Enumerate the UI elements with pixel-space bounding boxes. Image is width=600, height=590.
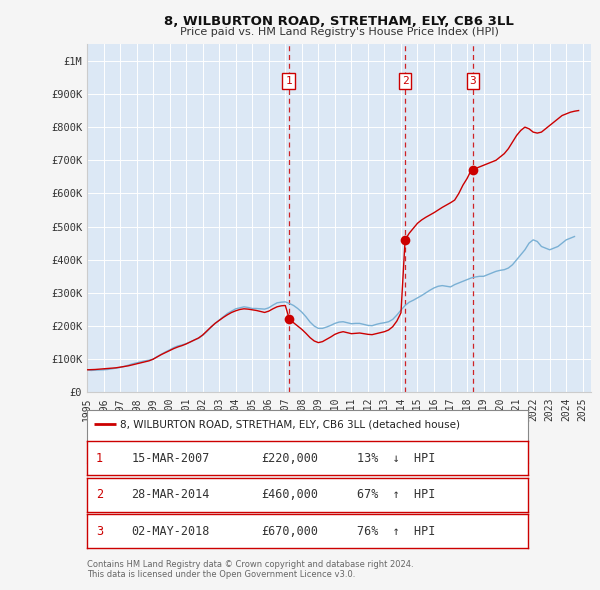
- Text: 3: 3: [469, 76, 476, 86]
- Text: Contains HM Land Registry data © Crown copyright and database right 2024.
This d: Contains HM Land Registry data © Crown c…: [87, 560, 413, 579]
- Text: £460,000: £460,000: [262, 488, 319, 501]
- Text: 2: 2: [96, 488, 103, 501]
- Text: 8, WILBURTON ROAD, STRETHAM, ELY, CB6 3LL (detached house): 8, WILBURTON ROAD, STRETHAM, ELY, CB6 3L…: [120, 419, 460, 430]
- Text: HPI: Average price, detached house, East Cambridgeshire: HPI: Average price, detached house, East…: [120, 444, 422, 454]
- Text: 02-MAY-2018: 02-MAY-2018: [131, 525, 210, 538]
- Text: 67%  ↑  HPI: 67% ↑ HPI: [356, 488, 435, 501]
- Text: £220,000: £220,000: [262, 451, 319, 465]
- Text: 76%  ↑  HPI: 76% ↑ HPI: [356, 525, 435, 538]
- Text: 13%  ↓  HPI: 13% ↓ HPI: [356, 451, 435, 465]
- Text: £670,000: £670,000: [262, 525, 319, 538]
- Text: 2: 2: [402, 76, 409, 86]
- Text: 15-MAR-2007: 15-MAR-2007: [131, 451, 210, 465]
- Text: 28-MAR-2014: 28-MAR-2014: [131, 488, 210, 501]
- Text: 1: 1: [96, 451, 103, 465]
- Text: Price paid vs. HM Land Registry's House Price Index (HPI): Price paid vs. HM Land Registry's House …: [179, 27, 499, 37]
- Text: 8, WILBURTON ROAD, STRETHAM, ELY, CB6 3LL: 8, WILBURTON ROAD, STRETHAM, ELY, CB6 3L…: [164, 15, 514, 28]
- Text: 3: 3: [96, 525, 103, 538]
- Text: 1: 1: [285, 76, 292, 86]
